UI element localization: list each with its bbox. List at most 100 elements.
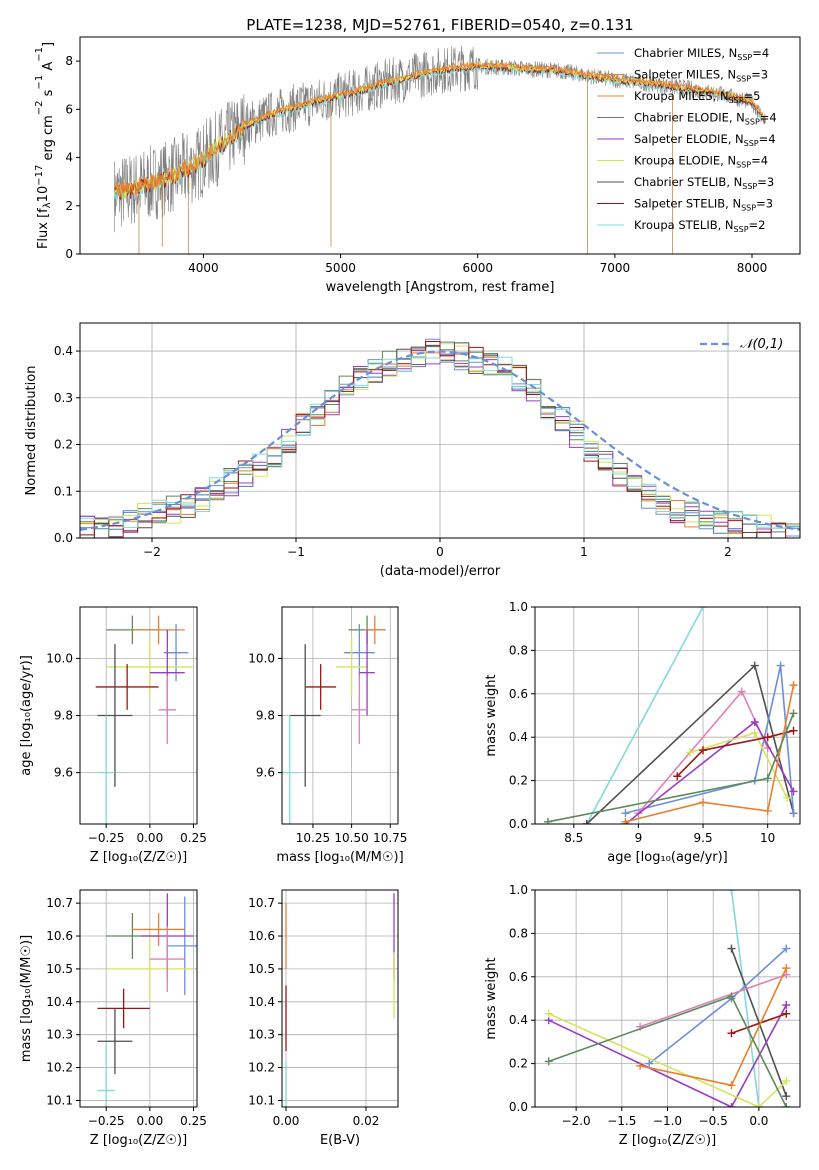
y-tick-label: 8 bbox=[65, 54, 73, 68]
weight-series-line bbox=[648, 948, 787, 1065]
y-tick-label: 0.3 bbox=[54, 391, 73, 405]
weight-point-marker bbox=[789, 709, 798, 718]
normal-curve bbox=[80, 350, 800, 531]
weight-point-marker bbox=[636, 1061, 645, 1070]
x-tick-label: 2 bbox=[724, 545, 732, 559]
legend-label-sub: SSP bbox=[729, 96, 744, 105]
chart-age-vs-Z: −0.25 0.00 0.25 9.6 9.8 10.0 Z [log₁₀(Z/Z☉)] ag… bbox=[19, 606, 207, 865]
x-tick-label: 0.00 bbox=[136, 831, 163, 845]
chart-weight-vs-Z: −2.0 −1.5 −1.0 −0.5 0.0 0.0 0.2 0.4 0.6 0.8 1.0 Z [… bbox=[484, 883, 801, 1148]
legend-entry-label: Chabrier MILES, NSSP=4 bbox=[634, 46, 769, 62]
chart-residual-hist: −2 −1 0 1 2 0.0 0.1 0.2 0.3 0.4 (data-model)/error… bbox=[24, 322, 801, 579]
legend-entry-label: 𝒩(0,1) bbox=[740, 337, 783, 352]
x-tick-label: 10 bbox=[760, 831, 775, 845]
figure-title: PLATE=1238, MJD=52761, FIBERID=0540, z=0… bbox=[246, 16, 633, 34]
y-tick-label: 0.0 bbox=[509, 817, 528, 831]
y-axis-label: mass weight bbox=[484, 957, 499, 1039]
legend-label-tail: =3 bbox=[751, 68, 768, 82]
axes-frame bbox=[79, 606, 198, 825]
weight-point-marker bbox=[686, 748, 695, 757]
y-label-part: ] bbox=[41, 42, 56, 47]
y-tick-label: 9.6 bbox=[54, 766, 73, 780]
y-tick-label: 0.4 bbox=[509, 730, 528, 744]
x-tick-label: −2 bbox=[143, 545, 161, 559]
x-tick-label: 0.0 bbox=[749, 1114, 768, 1128]
axes-frame bbox=[79, 36, 801, 255]
y-tick-label: 0.4 bbox=[54, 344, 73, 358]
x-tick-label: 8.5 bbox=[564, 831, 583, 845]
y-tick-label: 10.0 bbox=[248, 651, 275, 665]
y-tick-label: 10.5 bbox=[46, 962, 73, 976]
y-tick-label: 10.7 bbox=[248, 896, 275, 910]
legend-label-tail: =4 bbox=[760, 111, 777, 125]
x-tick-label: 0.25 bbox=[180, 831, 207, 845]
x-tick-label: 9 bbox=[635, 831, 643, 845]
y-label-part: −1 bbox=[34, 75, 45, 90]
weight-point-marker bbox=[673, 772, 682, 781]
y-label-part: Flux [f bbox=[36, 208, 51, 249]
weight-point-marker bbox=[789, 726, 798, 735]
y-tick-label: 1.0 bbox=[509, 883, 528, 897]
legend-entry-label: Salpeter STELIB, NSSP=3 bbox=[634, 197, 773, 213]
y-tick-label: 10.6 bbox=[46, 929, 73, 943]
chart-weight-vs-age: 8.5 9 9.5 10 0.0 0.2 0.4 0.6 0.8 1.0 age [log₁₀(ag… bbox=[484, 600, 801, 865]
weight-point-marker bbox=[782, 944, 791, 953]
legend-label-main: Salpeter ELODIE, N bbox=[634, 132, 744, 146]
y-tick-label: 0.2 bbox=[509, 774, 528, 788]
weight-point-marker bbox=[750, 718, 759, 727]
y-tick-label: 10.2 bbox=[248, 1061, 275, 1075]
legend-label-sub: SSP bbox=[745, 118, 760, 127]
weight-point-marker bbox=[789, 681, 798, 690]
legend-entry-label: Salpeter ELODIE, NSSP=4 bbox=[634, 132, 776, 148]
y-tick-label: 0.0 bbox=[54, 531, 73, 545]
x-axis-label: Z [log₁₀(Z/Z☉)] bbox=[90, 1133, 187, 1148]
weight-point-marker bbox=[754, 1103, 763, 1107]
y-tick-label: 10.0 bbox=[46, 651, 73, 665]
weight-point-marker bbox=[727, 890, 736, 894]
y-tick-label: 2 bbox=[65, 199, 73, 213]
x-tick-label: 4000 bbox=[188, 261, 219, 275]
legend-label-main: Chabrier ELODIE, N bbox=[634, 111, 745, 125]
weight-series-line bbox=[548, 1004, 788, 1107]
weight-point-marker bbox=[582, 820, 591, 824]
y-tick-label: 0.2 bbox=[509, 1057, 528, 1071]
x-axis-label: Z [log₁₀(Z/Z☉)] bbox=[90, 850, 187, 865]
y-tick-label: 0.8 bbox=[509, 643, 528, 657]
legend-label-main: Kroupa STELIB, N bbox=[634, 218, 734, 232]
legend-label-main: Kroupa MILES, N bbox=[634, 89, 729, 103]
weight-series-line bbox=[731, 1012, 787, 1034]
x-tick-label: −1.5 bbox=[607, 1114, 636, 1128]
weight-series-line bbox=[676, 729, 794, 777]
y-tick-label: 0 bbox=[65, 247, 73, 261]
legend-label-sub: SSP bbox=[736, 75, 751, 84]
weight-point-marker bbox=[699, 746, 708, 755]
x-tick-label: 10.75 bbox=[373, 831, 407, 845]
weight-point-marker bbox=[763, 806, 772, 815]
x-tick-label: 0 bbox=[436, 545, 444, 559]
weight-series-line bbox=[639, 973, 787, 1028]
weight-point-marker bbox=[782, 1092, 791, 1101]
x-axis-label: E(B-V) bbox=[320, 1133, 360, 1148]
weight-point-marker bbox=[621, 817, 630, 824]
y-tick-label: 10.6 bbox=[248, 929, 275, 943]
legend-entry-label: Kroupa MILES, NSSP=5 bbox=[634, 89, 760, 105]
axes-frame bbox=[281, 606, 399, 825]
plot-area bbox=[282, 607, 398, 824]
chart-spectrum: 4000 5000 6000 7000 8000 0 2 4 6 8 wavelength [Ang… bbox=[34, 36, 801, 295]
weight-point-marker bbox=[750, 728, 759, 737]
chart-mass-vs-Z: −0.25 0.00 0.25 10.1 10.2 10.3 10.4 10.5 10.6 10.… bbox=[19, 889, 207, 1148]
y-axis-label: Flux [fλ10−17 erg cm−2 s−1 A−1] bbox=[34, 42, 56, 249]
weight-series-line bbox=[585, 607, 704, 824]
axes-frame bbox=[79, 889, 198, 1108]
y-tick-label: 1.0 bbox=[509, 600, 528, 614]
weight-point-marker bbox=[727, 1029, 736, 1038]
x-tick-label: 6000 bbox=[462, 261, 493, 275]
y-label-part: A bbox=[41, 62, 56, 75]
x-tick-label: 9.5 bbox=[694, 831, 713, 845]
x-tick-label: 0.00 bbox=[273, 1114, 300, 1128]
x-tick-label: 10.50 bbox=[334, 831, 368, 845]
weight-point-marker bbox=[699, 798, 708, 807]
y-tick-label: 10.1 bbox=[46, 1093, 73, 1107]
